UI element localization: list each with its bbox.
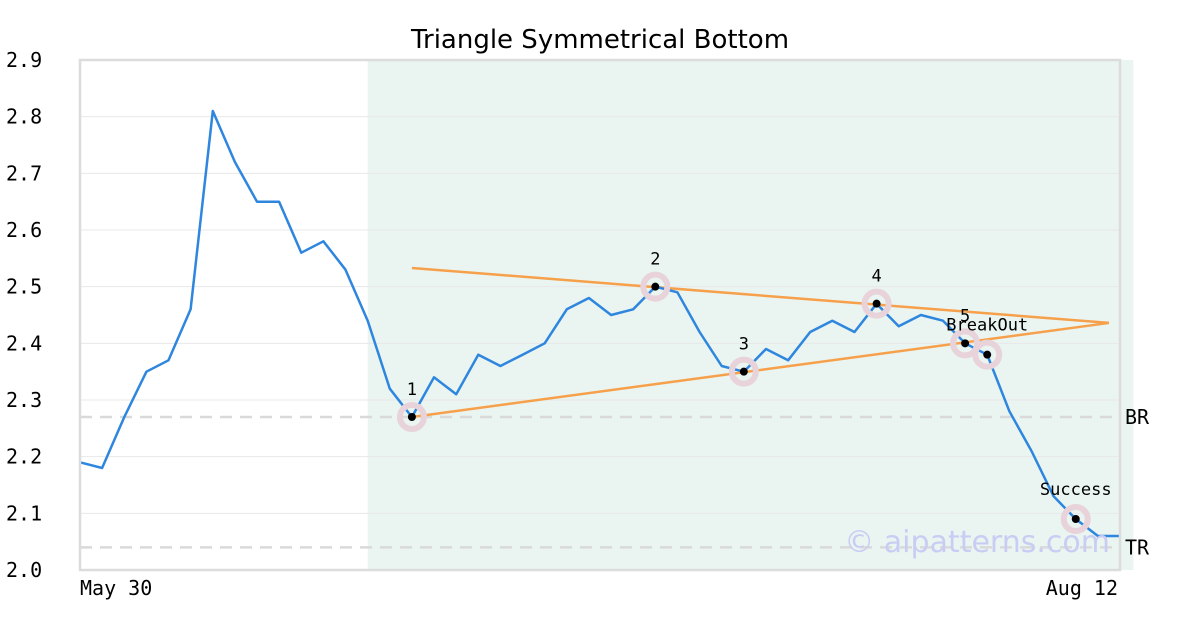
point-halo [640,271,671,302]
y-tick-label: 2.2 [6,445,42,469]
plot-frame [78,58,1122,572]
y-tick-label: 2.7 [6,161,42,185]
x-tick-label: May 30 [80,576,152,600]
chart-title: Triangle Symmetrical Bottom [410,25,789,55]
level-label: BR [1125,405,1150,429]
point-marker [983,350,992,359]
y-tick-label: 2.8 [6,105,42,129]
point-label: 5 [960,306,970,326]
point-label: Success [1040,480,1112,500]
point-halo [972,339,1003,370]
point-label: 2 [650,250,660,270]
point-halo [1060,504,1091,534]
trendline [411,321,1110,419]
axes: 2.0 2.1 2.2 2.3 2.4 2.5 2.6 2.7 2.8 2.9 May 30 Aug … [6,48,1122,600]
point-halo [950,328,981,359]
x-tick-label: Aug 12 [1046,576,1118,600]
y-tick-label: 2.6 [6,218,42,242]
point-label: 1 [407,380,417,400]
point-marker [651,282,660,291]
point-marker [1071,515,1080,523]
y-tick-label: 2.3 [6,388,42,412]
y-tick-label: 2.4 [6,331,42,355]
level-label: TR [1125,535,1150,559]
y-tick-label: 2.1 [6,501,42,525]
point-label: BreakOut [946,316,1028,336]
trendlines [411,266,1110,419]
point-marker [739,367,748,376]
watermark: © aipatterns.com [844,525,1110,560]
y-tick-label: 2.5 [6,275,42,299]
level-lines: BR TR [80,405,1150,559]
point-marker [872,299,881,308]
point-marker [961,339,970,348]
y-tick-label: 2.9 [6,48,42,72]
point-marker [407,413,416,421]
y-tick-label: 2.0 [6,558,42,582]
price-series [79,109,1120,538]
point-label: 3 [739,335,749,355]
point-halo [728,356,759,387]
point-halo [861,288,892,319]
trendline [411,266,1110,325]
point-label: 4 [871,267,881,287]
price-line [79,109,1120,538]
point-halo [396,402,427,432]
